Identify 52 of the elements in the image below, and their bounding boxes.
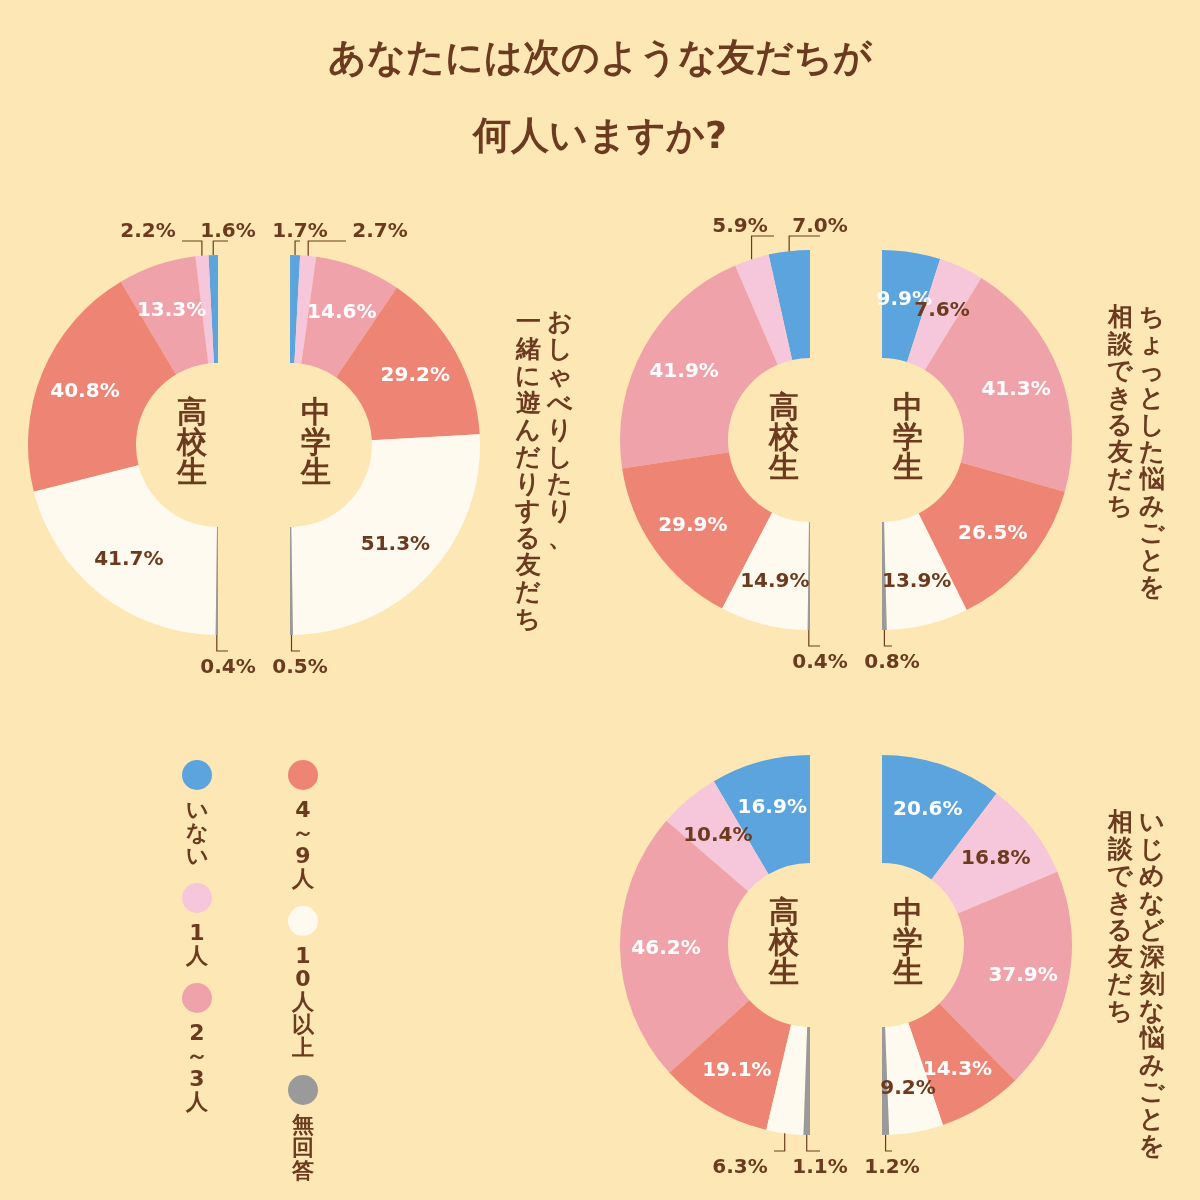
data-label: 14.9% bbox=[740, 567, 810, 592]
data-label: 46.2% bbox=[631, 934, 701, 959]
data-label: 19.1% bbox=[702, 1057, 772, 1082]
data-label: 13.9% bbox=[882, 567, 952, 592]
data-label: 37.9% bbox=[988, 961, 1058, 986]
data-label: 51.3% bbox=[360, 531, 431, 556]
data-label: 1.6% bbox=[200, 218, 256, 242]
data-label: 7.0% bbox=[792, 213, 848, 237]
legend-label: 無回答 bbox=[291, 1112, 314, 1183]
data-label: 26.5% bbox=[958, 519, 1028, 544]
text: 中学生 bbox=[892, 389, 923, 484]
text: 中学生 bbox=[300, 394, 331, 489]
text: 高校生 bbox=[768, 389, 800, 484]
data-label: 2.7% bbox=[352, 218, 408, 242]
data-label: 16.9% bbox=[737, 794, 807, 819]
text: 相談できる友だち bbox=[1106, 302, 1134, 520]
legend-label: 2～3人 bbox=[185, 1020, 209, 1114]
data-label: 14.6% bbox=[307, 298, 377, 323]
text: 相談できる友だち bbox=[1106, 807, 1134, 1025]
data-label: 2.2% bbox=[120, 218, 176, 242]
text: 一緒に遊んだりする友だち bbox=[515, 307, 541, 633]
data-label: 0.8% bbox=[864, 649, 920, 673]
data-label: 13.3% bbox=[136, 296, 207, 321]
data-label: 41.3% bbox=[981, 375, 1051, 400]
text: 高校生 bbox=[176, 394, 208, 489]
data-label: 1.1% bbox=[792, 1154, 848, 1178]
data-label: 0.4% bbox=[792, 649, 848, 673]
data-label: 40.8% bbox=[50, 377, 120, 402]
data-label: 16.8% bbox=[961, 844, 1031, 869]
data-label: 0.4% bbox=[200, 654, 256, 678]
data-label: 29.9% bbox=[658, 511, 728, 536]
text: おしゃべりしたり、 bbox=[547, 307, 573, 552]
legend-label: 1人 bbox=[185, 920, 209, 968]
data-label: 29.2% bbox=[380, 362, 450, 387]
data-label: 6.3% bbox=[712, 1154, 768, 1178]
data-label: 20.6% bbox=[893, 796, 963, 821]
text: 中学生 bbox=[892, 894, 923, 989]
legend-label: 10人以上 bbox=[291, 943, 315, 1060]
legend-label: いない bbox=[185, 797, 209, 868]
data-label: 14.3% bbox=[922, 1055, 993, 1080]
text: 高校生 bbox=[768, 894, 800, 989]
data-label: 5.9% bbox=[712, 213, 768, 237]
data-label: 41.7% bbox=[94, 546, 164, 571]
text: ちょっとした悩みごとを bbox=[1139, 302, 1165, 601]
text: 何人いますか? bbox=[470, 113, 728, 157]
text: いじめなど深刻な悩みごとを bbox=[1139, 807, 1165, 1160]
data-label: 1.2% bbox=[864, 1154, 920, 1178]
data-label: 41.9% bbox=[649, 358, 719, 383]
data-label: 1.7% bbox=[272, 218, 328, 242]
legend-label: 4～9人 bbox=[291, 797, 315, 891]
data-label: 0.5% bbox=[272, 654, 328, 678]
text: あなたには次のような友だちが bbox=[328, 35, 873, 79]
